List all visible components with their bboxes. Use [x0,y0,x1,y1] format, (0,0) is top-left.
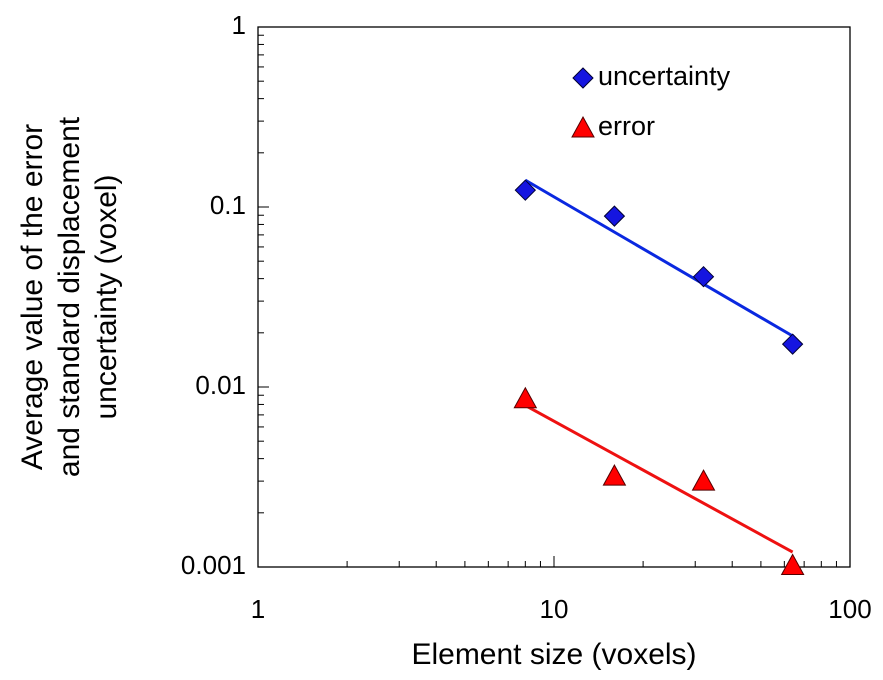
x-axis-label: Element size (voxels) [411,638,696,671]
diamond-marker [603,205,626,227]
fit-line [524,178,794,338]
diamond-marker [781,333,804,355]
triangle-marker [513,386,538,409]
triangle-marker [602,464,627,486]
triangle-marker [780,553,805,575]
diamond-marker [514,179,537,201]
y-tick-label: 1 [232,10,246,40]
y-tick-label: 0.001 [181,550,246,580]
legend-label: error [598,111,655,141]
y-axis-label: and standard displacement [53,116,86,477]
x-tick-label: 1 [251,594,265,624]
diamond-marker [692,265,715,288]
y-axis-label: Average value of the error [16,124,49,470]
triangle-marker [571,115,595,138]
legend-label: uncertainty [598,61,731,91]
fit-line [524,404,794,554]
triangle-marker [691,469,716,491]
x-tick-label: 10 [540,594,569,624]
y-tick-label: 0.1 [210,190,246,220]
y-axis-label: uncertainty (voxel) [90,174,123,419]
diamond-marker [572,67,594,89]
x-tick-label: 100 [828,594,871,624]
y-tick-label: 0.01 [195,370,246,400]
plot-frame [257,26,851,568]
